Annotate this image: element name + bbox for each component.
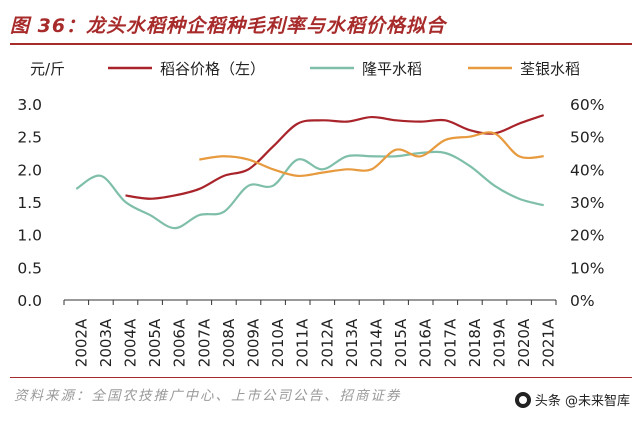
chart-area: 元/斤 稻谷价格（左） 隆平水稻 荃银水稻 0.0 0.5 1.0 1.5 2.0 2.5 3.… <box>0 46 640 376</box>
x-tick-label: 2005A <box>146 318 164 367</box>
y-left-tick-label: 2.5 <box>17 129 42 147</box>
x-tick-label: 2003A <box>97 318 115 367</box>
x-tick-label: 2012A <box>318 318 336 367</box>
x-tick-label: 2013A <box>343 318 361 367</box>
watermark: 头条 @未来智库 <box>514 390 630 409</box>
y-left-tick-label: 0.5 <box>17 259 42 277</box>
x-tick-label: 2006A <box>171 318 189 367</box>
title-bar: 图 36：龙头水稻种企稻种毛利率与水稻价格拟合 <box>10 8 632 40</box>
x-tick-label: 2014A <box>368 318 386 367</box>
source-note: 资料来源：全国农技推广中心、上市公司公告、招商证券 <box>14 388 402 404</box>
y-right-tick-label: 0% <box>570 292 595 310</box>
x-tick-label: 2020A <box>515 318 533 367</box>
y-left-tick-label: 1.0 <box>17 227 42 245</box>
axes: 0.0 0.5 1.0 1.5 2.0 2.5 3.0 0% 10% 20% 30% 40% 50% 60… <box>17 96 604 367</box>
chart-title: 图 36：龙头水稻种企稻种毛利率与水稻价格拟合 <box>10 14 447 37</box>
title-rule <box>10 43 632 45</box>
y-left-tick-label: 2.0 <box>17 161 42 179</box>
x-tick-label: 2019A <box>491 318 509 367</box>
legend-label-1: 隆平水稻 <box>362 60 422 78</box>
x-tick-label: 2016A <box>417 318 435 367</box>
y-right-tick-label: 20% <box>570 227 604 245</box>
x-tick-label: 2009A <box>245 318 263 367</box>
legend: 稻谷价格（左） 隆平水稻 荃银水稻 <box>108 60 580 78</box>
x-tick-label: 2008A <box>220 318 238 367</box>
x-tick-label: 2018A <box>466 318 484 367</box>
x-tick-label: 2021A <box>540 318 558 367</box>
watermark-logo-icon <box>514 391 531 408</box>
x-tick-label: 2015A <box>392 318 410 367</box>
series-line-0 <box>125 114 545 200</box>
watermark-text: 头条 @未来智库 <box>534 394 630 409</box>
y-right-tick-label: 40% <box>570 161 604 179</box>
legend-label-2: 荃银水稻 <box>520 60 580 78</box>
y-left-tick-label: 3.0 <box>17 96 42 114</box>
line-chart: 元/斤 稻谷价格（左） 隆平水稻 荃银水稻 0.0 0.5 1.0 1.5 2.0 2.5 3.… <box>17 60 604 367</box>
series-lines <box>75 114 545 230</box>
footer-rule <box>10 377 632 378</box>
y-axis-left-label: 元/斤 <box>30 60 65 78</box>
y-right-tick-label: 60% <box>570 96 604 114</box>
y-left-tick-label: 1.5 <box>17 194 42 212</box>
x-tick-label: 2010A <box>269 318 287 367</box>
y-right-tick-label: 30% <box>570 194 604 212</box>
legend-label-0: 稻谷价格（左） <box>160 60 265 78</box>
series-line-2 <box>199 131 544 178</box>
y-left-tick-label: 0.0 <box>17 292 42 310</box>
x-tick-label: 2007A <box>195 318 213 367</box>
y-right-tick-label: 50% <box>570 129 604 147</box>
x-tick-label: 2011A <box>294 318 312 367</box>
x-tick-label: 2002A <box>72 318 90 367</box>
series-line-1 <box>75 150 544 230</box>
x-tick-label: 2017A <box>441 318 459 367</box>
y-right-tick-label: 10% <box>570 259 604 277</box>
x-tick-label: 2004A <box>122 318 140 367</box>
